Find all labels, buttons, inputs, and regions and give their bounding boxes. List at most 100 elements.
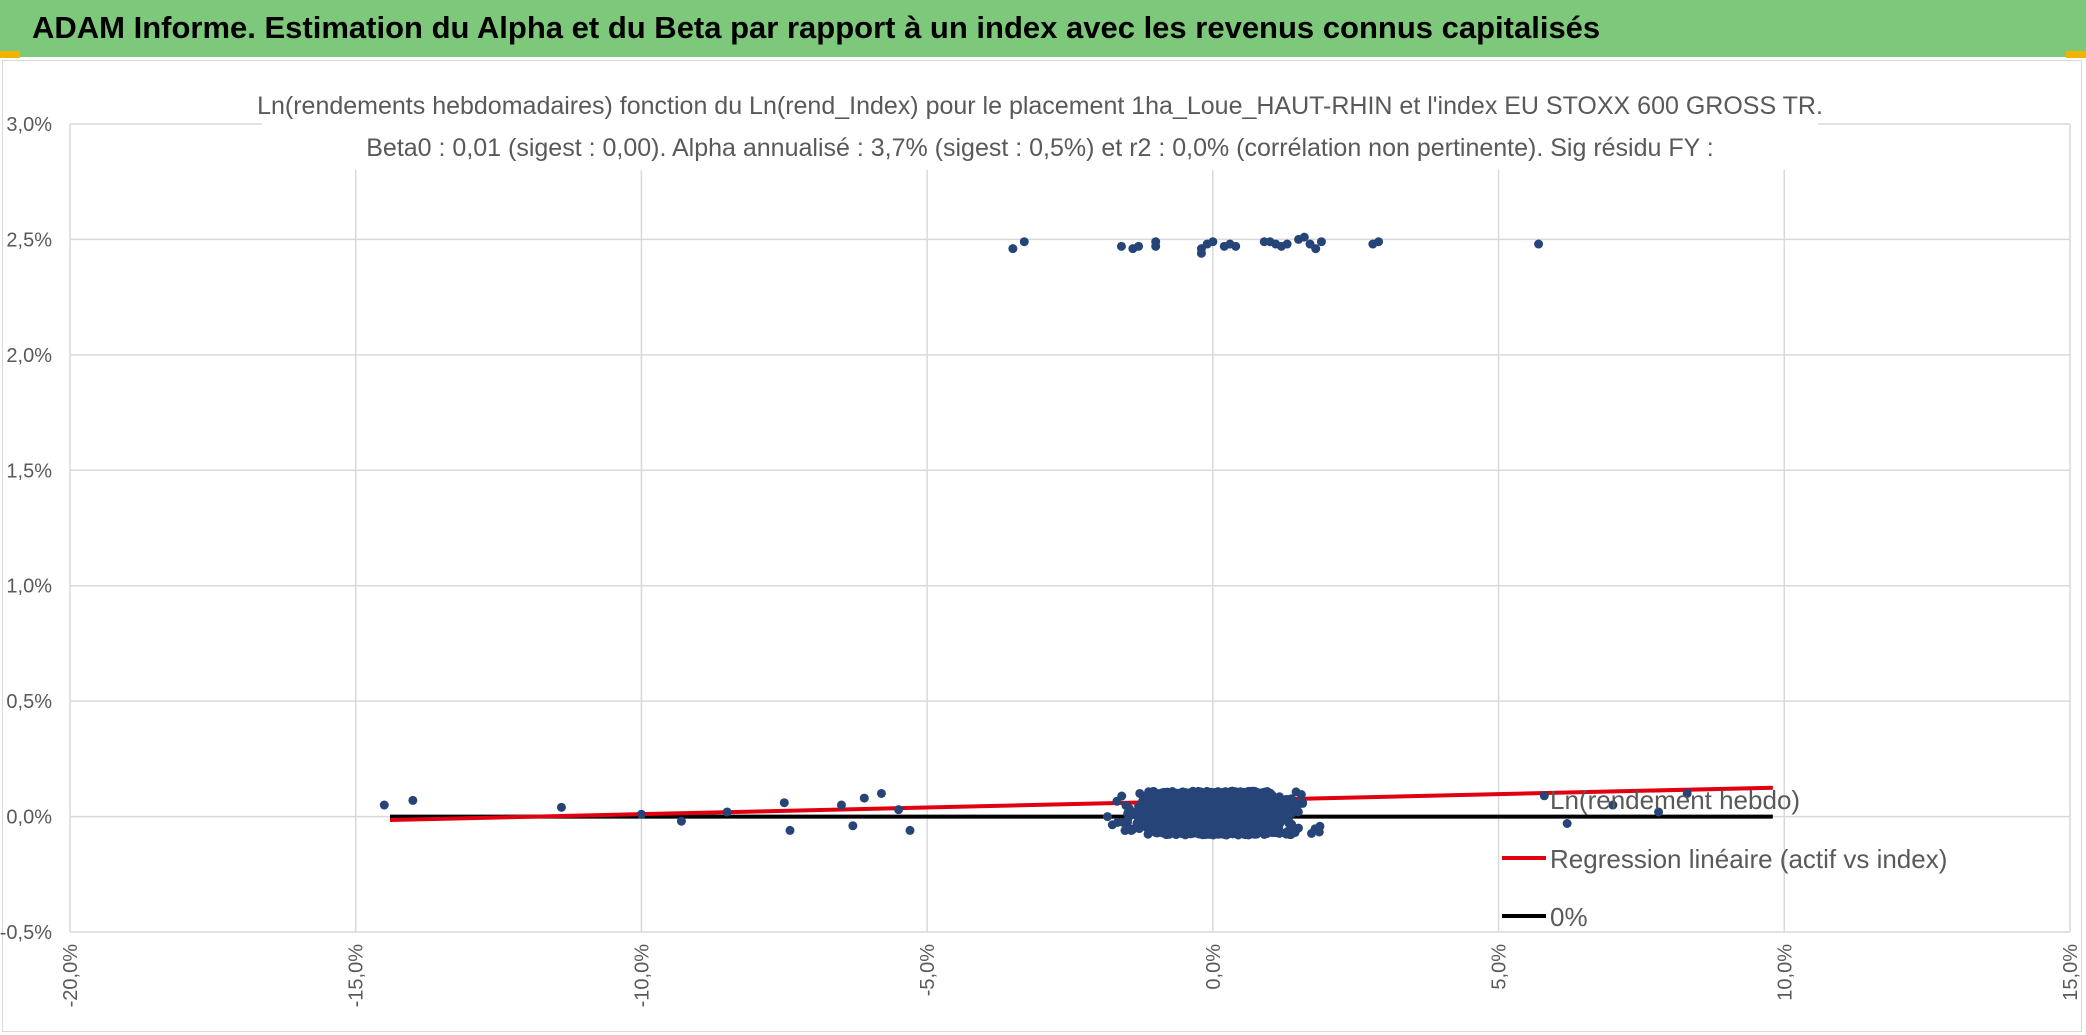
data-point [1161,803,1171,813]
data-point [1262,791,1272,801]
data-point [379,800,389,810]
data-point [1151,237,1161,247]
title-background [262,80,1818,170]
legend-item-points[interactable]: Ln(rendement hebdo) [1550,785,1800,815]
data-point [1682,788,1692,798]
x-tick-label: -10,0% [631,944,653,1008]
legend-item-zero[interactable]: 0% [1502,902,1588,932]
data-point [1284,818,1294,828]
chart-title-line1: Ln(rendements hebdomadaires) fonction du… [257,92,1823,120]
legend: Ln(rendement hebdo) Regression linéaire … [1502,785,1947,932]
data-point [1162,818,1172,828]
chart-title-line2: Beta0 : 0,01 (sigest : 0,00). Alpha annu… [366,134,1714,162]
data-point [1222,825,1232,835]
axis-labels: -0,5% 0,0% 0,5% 1,0% 1,5% 2,0% 2,5% 3,0% -20,0% -… [0,114,2082,1007]
data-point [1194,809,1204,819]
data-point [1246,787,1256,797]
data-point [1237,828,1247,838]
data-point [1242,819,1252,829]
legend-label-zero: 0% [1550,902,1588,932]
data-point [556,802,566,812]
data-point [1299,232,1309,242]
data-point [1283,800,1293,810]
x-tick-label: -15,0% [346,944,368,1008]
data-point [1127,824,1137,834]
data-point [1157,810,1167,820]
legend-label-regression: Regression linéaire (actif vs index) [1550,844,1947,874]
data-point [1184,821,1194,831]
data-point [1273,821,1283,831]
data-point [1272,812,1282,822]
data-point [636,809,646,819]
data-point [1138,796,1148,806]
y-tick-label: 0,5% [6,691,52,713]
data-point [1539,791,1549,801]
grid-layer [69,123,2071,933]
data-point [1258,824,1268,834]
data-point [1188,796,1198,806]
data-point [1237,805,1247,815]
data-point [1103,812,1113,822]
data-point [1275,792,1285,802]
data-point [408,795,418,805]
data-point [1135,809,1145,819]
data-point [1314,827,1324,837]
data-point [1145,809,1155,819]
data-point [779,798,789,808]
data-point [1008,244,1018,254]
data-point [1172,790,1182,800]
data-point [1261,813,1271,823]
data-point [1161,830,1171,840]
data-point [1123,815,1133,825]
data-point [1141,822,1151,832]
data-point [1160,795,1170,805]
data-point [1134,824,1144,834]
data-point [1107,820,1117,830]
data-point [1296,790,1306,800]
data-point [1220,787,1230,797]
data-point [1203,793,1213,803]
y-tick-label: 2,0% [6,345,52,367]
legend-item-regression[interactable]: Regression linéaire (actif vs index) [1502,844,1947,874]
data-point [1121,801,1131,811]
data-point [1248,806,1258,816]
data-point [1316,237,1326,247]
data-point [1374,237,1384,247]
page-title: ADAM Informe. Estimation du Alpha et du … [32,10,1601,45]
data-point [1290,824,1300,834]
data-point [1143,829,1153,839]
data-point [1199,823,1209,833]
data-point [785,825,795,835]
chart-area[interactable] [2,60,2082,1032]
data-point [1179,812,1189,822]
y-tick-label: 3,0% [6,114,52,136]
data-point [1216,812,1226,822]
data-point [1259,802,1269,812]
data-point [1145,796,1155,806]
y-tick-label: 2,5% [6,229,52,251]
x-tick-label: 15,0% [2060,944,2082,1001]
data-point [905,825,915,835]
y-tick-label: 1,5% [6,460,52,482]
data-point [859,793,869,803]
data-point [1282,808,1292,818]
data-point [836,800,846,810]
data-point [1120,826,1130,836]
data-point [1230,814,1240,824]
data-point [894,805,904,815]
data-point [1562,818,1572,828]
data-point [1117,791,1127,801]
data-point [1654,807,1664,817]
corner-marker-left [0,51,20,58]
corner-marker-right [2066,51,2086,58]
x-tick-label: 5,0% [1489,944,1511,990]
data-point [1116,241,1126,251]
data-point [1208,237,1218,247]
scatter-points [379,232,1692,840]
data-point [1282,239,1292,249]
y-tick-label: 1,0% [6,576,52,598]
data-point [1123,808,1133,818]
data-point [1204,806,1214,816]
y-tick-label: -0,5% [0,922,52,944]
